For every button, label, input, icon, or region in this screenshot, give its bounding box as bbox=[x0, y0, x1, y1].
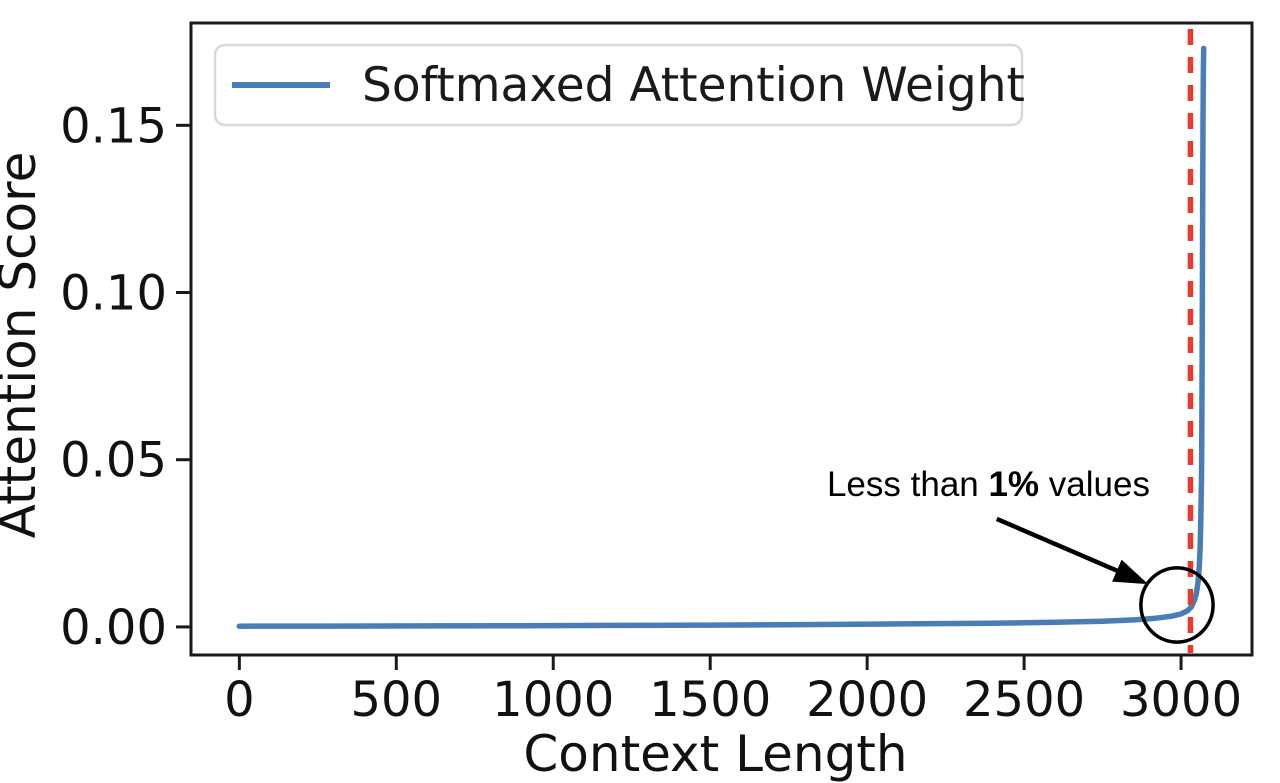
y-axis-ticks: 0.00 0.05 0.10 0.15 bbox=[60, 98, 191, 656]
x-tick-label: 0 bbox=[224, 672, 255, 728]
softmaxed-attention-weight-line bbox=[236, 45, 1207, 629]
x-tick-label: 500 bbox=[350, 672, 442, 728]
annotation-text: Less than 1% values bbox=[827, 465, 1150, 504]
annotation-text-bold: 1% bbox=[988, 465, 1039, 504]
legend-box bbox=[213, 43, 1024, 127]
x-axis-ticks: 0 500 1000 1500 2000 2500 3000 bbox=[224, 655, 1242, 728]
annotation-arrow-shaft bbox=[995, 516, 1122, 575]
y-tick-label: 0.00 bbox=[60, 600, 167, 656]
x-tick-label: 2000 bbox=[806, 672, 928, 728]
y-tick-label: 0.10 bbox=[60, 266, 167, 322]
annotation-text-tail: values bbox=[1039, 465, 1150, 504]
y-tick-label: 0.05 bbox=[60, 433, 167, 489]
y-tick-label: 0.15 bbox=[60, 98, 167, 154]
annotation-arrow-head-icon bbox=[1112, 559, 1149, 585]
highlight-circle bbox=[1139, 566, 1215, 644]
x-tick-label: 1000 bbox=[492, 672, 614, 728]
annotation-text-plain: Less than bbox=[827, 465, 989, 504]
x-tick-label: 2500 bbox=[963, 672, 1085, 728]
x-tick-label: 1500 bbox=[649, 672, 771, 728]
x-axis-label: Context Length bbox=[523, 725, 907, 783]
plot-frame bbox=[189, 21, 1254, 657]
legend: Softmaxed Attention Weight bbox=[213, 43, 1025, 127]
legend-label: Softmaxed Attention Weight bbox=[362, 58, 1025, 113]
x-tick-label: 3000 bbox=[1120, 672, 1242, 728]
y-axis-label: Attention Score bbox=[0, 152, 47, 539]
